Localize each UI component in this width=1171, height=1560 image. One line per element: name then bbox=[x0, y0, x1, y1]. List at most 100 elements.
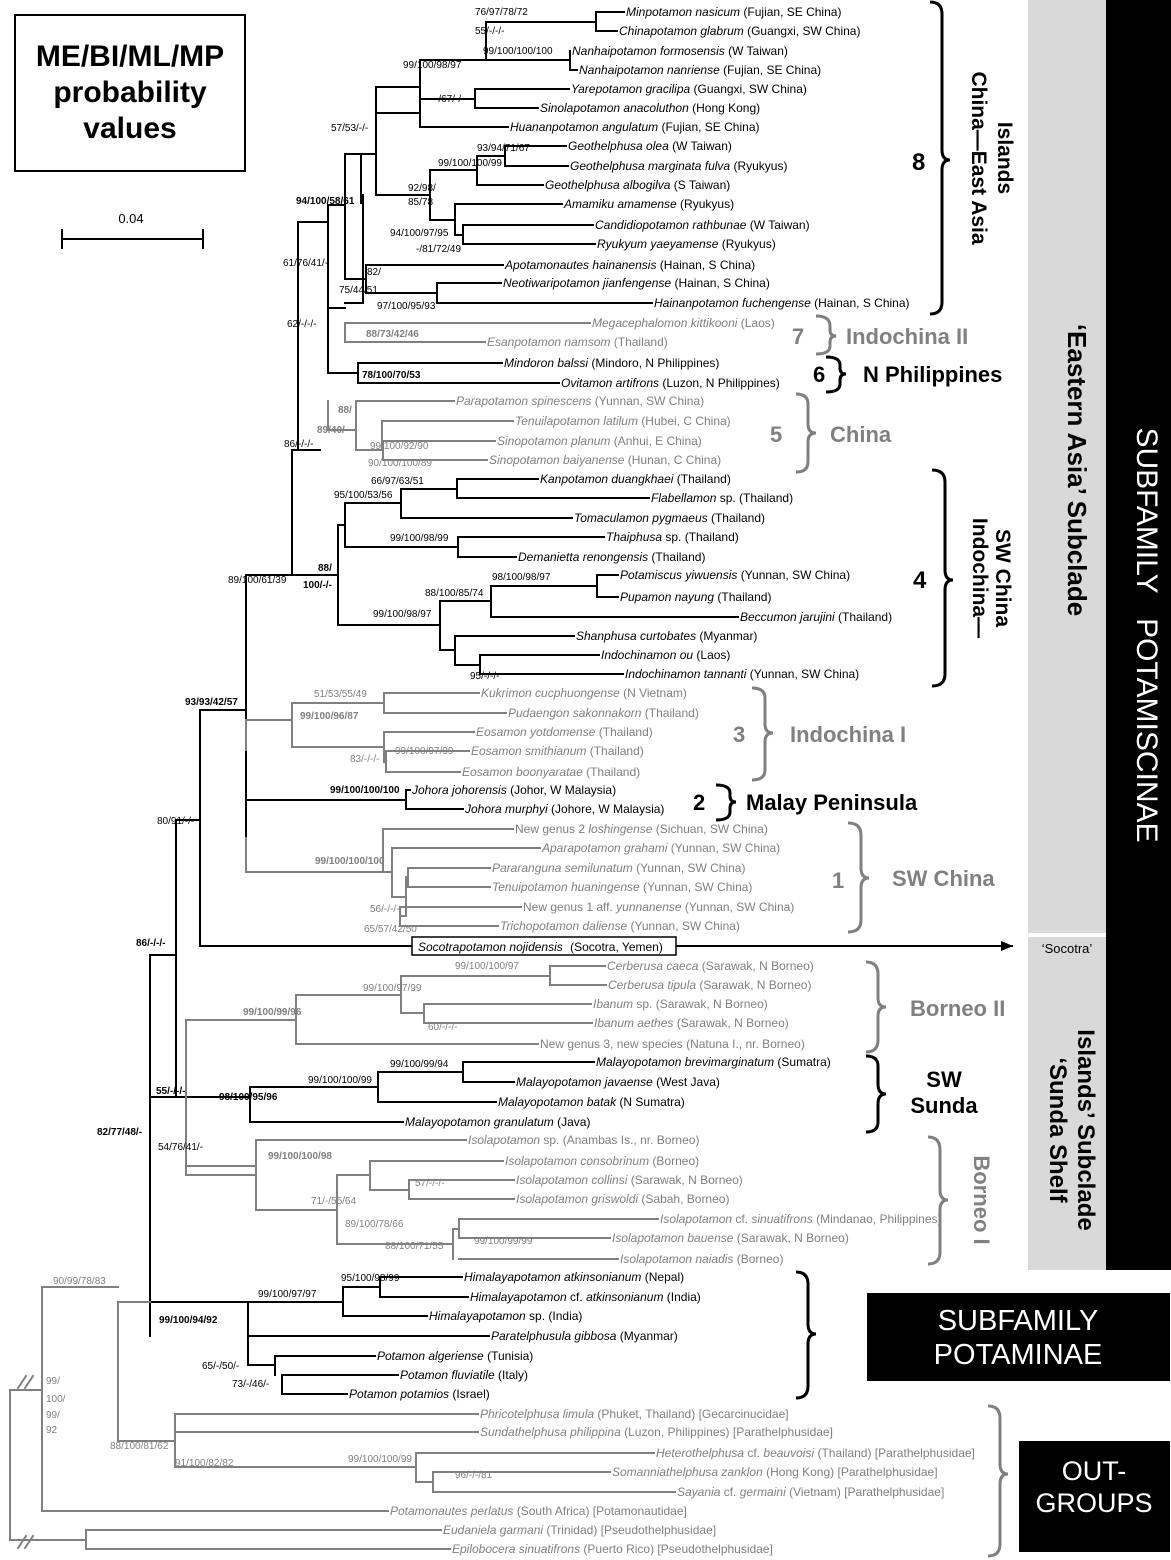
eastern-asia-panel bbox=[1028, 0, 1106, 933]
clade-4-name-line2: SW China bbox=[991, 529, 1014, 627]
eastern-asia-subclade-label: ‘Eastern Asia’ Subclade bbox=[1062, 324, 1092, 616]
legend-line-1: ME/BI/ML/MP bbox=[35, 40, 225, 73]
taxon-label: Cerberusa caeca (Sarawak, N Borneo) bbox=[607, 959, 814, 973]
taxon-label: Tenuilapotamon latilum (Hubei, C China) bbox=[515, 414, 731, 428]
taxon-label: Isolapotamon consobrinum (Borneo) bbox=[505, 1154, 699, 1168]
potamiscinae-panel bbox=[1106, 0, 1171, 1270]
taxon-label: Geothelphusa marginata fulva (Ryukyus) bbox=[570, 159, 787, 173]
support-value: 99/100/100/99 bbox=[348, 1454, 412, 1465]
clade-4-name-line1: Indochina— bbox=[968, 518, 991, 638]
taxon-label: Kanpotamon duangkhaei (Thailand) bbox=[540, 472, 731, 486]
taxon-label: Eosamon boonyaratae (Thailand) bbox=[462, 765, 640, 779]
support-value: 57/-/-/- bbox=[415, 1178, 444, 1189]
support-value: 57/53/-/- bbox=[331, 123, 368, 134]
support-value: 98/100/98/97 bbox=[492, 572, 551, 583]
taxon-label: Flabellamon sp. (Thailand) bbox=[651, 491, 793, 505]
support-value: 99/100/100/100 bbox=[315, 856, 385, 867]
support-value: 99/100/99/96 bbox=[243, 1007, 302, 1018]
support-values-layer: 76/97/78/72 55/-/-/- 99/100/100/100 99/100/… bbox=[46, 7, 553, 1481]
right-panels: SUBFAMILY POTAMISCINAE ‘Eastern Asia’ Su… bbox=[867, 0, 1171, 1552]
support-value: 99/100/99/94 bbox=[390, 1059, 449, 1070]
support-value: 75/44/51 bbox=[339, 285, 378, 296]
support-value: 88/100/85/74 bbox=[425, 588, 484, 599]
taxon-label: Potamon fluviatile (Italy) bbox=[400, 1368, 528, 1382]
taxon-label: Tenuipotamon huaningense (Yunnan, SW Chi… bbox=[492, 880, 752, 894]
clade-1-name: SW China bbox=[892, 866, 995, 891]
legend-line-2: probability bbox=[53, 76, 207, 109]
legend-box: ME/BI/ML/MP probability values bbox=[14, 14, 246, 172]
taxon-label: Ibanum sp. (Sarawak, N Borneo) bbox=[593, 997, 768, 1011]
potaminae-panel bbox=[867, 1293, 1170, 1381]
taxon-label: Epilobocera sinuatifrons (Puerto Rico) [… bbox=[452, 1542, 773, 1556]
support-value: 89/40/- bbox=[317, 425, 348, 436]
taxon-label: Himalayapotamon sp. (India) bbox=[429, 1309, 582, 1323]
support-value: 99/100/99/99 bbox=[474, 1236, 533, 1247]
taxon-label: Indochinamon ou (Laos) bbox=[601, 648, 730, 662]
taxon-label: Beccumon jarujini (Thailand) bbox=[740, 610, 892, 624]
taxon-label: Eosamon yotdomense (Thailand) bbox=[476, 725, 653, 739]
taxon-label: Eosamon smithianum (Thailand) bbox=[471, 744, 644, 758]
support-value: 83/-/-/- bbox=[350, 754, 379, 765]
clade-6-number: 6 bbox=[813, 362, 825, 387]
socotra-taxon-locality: (Socotra, Yemen) bbox=[570, 940, 663, 954]
support-value: 62/-/-/- bbox=[287, 319, 316, 330]
support-value: 60/-/-/- bbox=[428, 1022, 457, 1033]
taxon-label: Ovitamon artifrons (Luzon, N Philippines… bbox=[561, 376, 780, 390]
taxon-label: Isolapotamon griswoldi (Sabah, Borneo) bbox=[516, 1192, 729, 1206]
taxon-label: Himalayapotamon atkinsonianum (Nepal) bbox=[464, 1270, 684, 1284]
socotra-panel bbox=[1028, 937, 1106, 960]
support-value: 90/99/78/83 bbox=[53, 1276, 106, 1287]
support-value: 99/100/96/87 bbox=[300, 711, 359, 722]
support-value: 99/100/100/100 bbox=[483, 46, 553, 57]
taxon-label: Pudaengon sakonnakorn (Thailand) bbox=[508, 706, 699, 720]
clade-7-number: 7 bbox=[792, 324, 804, 349]
support-value: 99/100/100/98 bbox=[268, 1151, 332, 1162]
taxon-label: Pupamon nayung (Thailand) bbox=[620, 590, 771, 604]
taxon-label: Nanhaipotamon nanriense (Fujian, SE Chin… bbox=[579, 63, 821, 77]
taxa-layer: Minpotamon nasicum (Fujian, SE China) Chi… bbox=[349, 5, 975, 1556]
support-value: 65/57/42/50 bbox=[364, 924, 417, 935]
sunda-subclade-label-line1: ‘Sunda Shelf bbox=[1044, 1057, 1071, 1203]
taxon-label: Heterothelphusa cf. beauvoisi (Thailand)… bbox=[656, 1446, 975, 1460]
taxon-label: Ibanum aethes (Sarawak, N Borneo) bbox=[594, 1016, 789, 1030]
support-value: 96/-/-/81 bbox=[455, 1470, 493, 1481]
subfamily-potaminae-line2: POTAMINAE bbox=[934, 1339, 1103, 1371]
support-value: 89/100/61/39 bbox=[228, 575, 287, 586]
support-value: 99/ bbox=[46, 1376, 60, 1387]
clade-2-name: Malay Peninsula bbox=[746, 790, 918, 815]
support-value: 99/100/97/97 bbox=[258, 1289, 317, 1300]
outgroups-line1: OUT- bbox=[1062, 1456, 1127, 1486]
sunda-panel bbox=[1028, 960, 1106, 1270]
taxon-label: New genus 3, new species (Natuna I., nr.… bbox=[540, 1037, 805, 1051]
taxon-label: Isolapotamon bauense (Sarawak, N Borneo) bbox=[612, 1231, 849, 1245]
clade-8-number: 8 bbox=[912, 149, 925, 176]
subfamily-potaminae-line1: SUBFAMILY bbox=[938, 1305, 1099, 1337]
taxon-label: Yarepotamon gracilipa (Guangxi, SW China… bbox=[571, 82, 807, 96]
support-value: 55/-/-/- bbox=[475, 26, 504, 37]
scale-bar-label: 0.04 bbox=[118, 211, 143, 226]
taxon-label: Malayopotamon granulatum (Java) bbox=[405, 1115, 590, 1129]
support-value: 95/100/53/56 bbox=[334, 490, 393, 501]
support-value: 97/100/95/93 bbox=[377, 301, 436, 312]
taxon-label: Himalayapotamon cf. atkinsonianum (India… bbox=[470, 1290, 701, 1304]
taxon-label: Candidiopotamon rathbunae (W Taiwan) bbox=[595, 218, 810, 232]
support-value: 88/ bbox=[338, 405, 352, 416]
taxon-label: Indochinamon tannanti (Yunnan, SW China) bbox=[625, 667, 859, 681]
support-value: 76/97/78/72 bbox=[475, 7, 528, 18]
support-value: 88/ bbox=[318, 563, 332, 574]
support-value: 88/100/81/62 bbox=[110, 1441, 169, 1452]
taxon-label: Johora murphyi (Johore, W Malaysia) bbox=[464, 802, 664, 816]
support-value: 100/ bbox=[46, 1394, 66, 1405]
taxon-label: New genus 2 loshingense (Sichuan, SW Chi… bbox=[515, 822, 768, 836]
support-value: 99/100/97/99 bbox=[395, 746, 454, 757]
support-value: 65/-/50/- bbox=[202, 1361, 239, 1372]
support-value: 55/-/-/- bbox=[156, 1086, 185, 1097]
support-value: 85/78 bbox=[408, 197, 433, 208]
taxon-label: Parapotamon spinescens (Yunnan, SW China… bbox=[456, 394, 704, 408]
taxon-label: Geothelphusa olea (W Taiwan) bbox=[568, 139, 732, 153]
support-value: 95/100/98/99 bbox=[341, 1273, 400, 1284]
legend-line-3: values bbox=[83, 112, 177, 145]
clade-4-number: 4 bbox=[913, 567, 927, 594]
taxon-label: Neotiwaripotamon jianfengense (Hainan, S… bbox=[503, 276, 770, 290]
